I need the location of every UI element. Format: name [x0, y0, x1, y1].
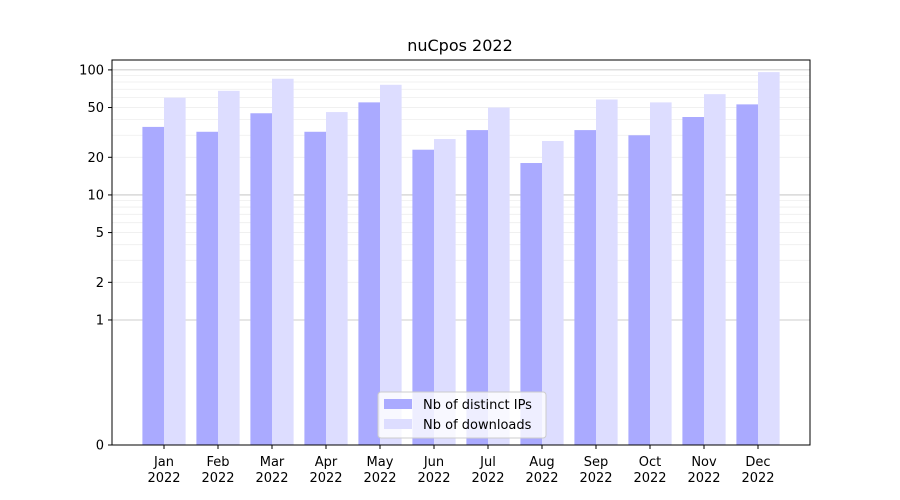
bar — [164, 97, 186, 445]
legend-box — [377, 391, 547, 439]
x-tick-label: Aug 2022 — [525, 455, 558, 486]
x-tick-label-line: Jan — [153, 455, 174, 470]
x-tick-label: Sep 2022 — [579, 455, 612, 486]
x-tick-label-line: Jun — [423, 455, 444, 470]
bar — [304, 131, 326, 445]
y-tick-label: 2 — [96, 276, 104, 291]
bar — [142, 126, 164, 446]
x-tick-label: Mar 2022 — [255, 455, 288, 486]
x-tick-label: Oct 2022 — [633, 455, 666, 486]
bar — [434, 139, 456, 445]
x-tick-label-line: 2022 — [471, 471, 504, 486]
bar — [358, 102, 380, 445]
y-tick-label: 0 — [96, 439, 104, 454]
y-tick-label: 10 — [87, 188, 104, 203]
bar — [196, 131, 218, 445]
bar — [412, 149, 434, 446]
x-tick-label-line: Apr — [315, 455, 338, 470]
y-tick-label: 1 — [96, 313, 104, 328]
x-tick-label: May 2022 — [363, 455, 396, 486]
bar — [758, 72, 780, 445]
bar — [650, 102, 672, 445]
x-tick-label-line: May — [367, 455, 394, 470]
x-tick-label-line: 2022 — [633, 471, 666, 486]
x-tick-label: Dec 2022 — [741, 455, 774, 486]
bar — [596, 99, 618, 446]
bar — [628, 135, 650, 445]
x-tick-label: Jun 2022 — [417, 455, 450, 486]
x-tick-label-line: 2022 — [309, 471, 342, 486]
x-tick-label: Apr 2022 — [309, 455, 342, 486]
bar — [218, 90, 240, 446]
x-tick-label: Jan 2022 — [147, 455, 180, 486]
legend-label: Nb of distinct IPs — [423, 398, 532, 413]
legend: Nb of distinct IPs Nb of downloads — [377, 391, 547, 439]
chart-title: nuCpos 2022 — [407, 36, 513, 55]
x-tick-label-line: Nov — [691, 455, 717, 470]
legend-swatch — [384, 399, 412, 409]
y-tick-label: 100 — [79, 63, 104, 78]
x-tick-label-line: 2022 — [255, 471, 288, 486]
bar — [682, 117, 704, 445]
bar — [520, 163, 542, 445]
x-tick-label: Jul 2022 — [471, 455, 504, 486]
x-tick-label-line: Dec — [745, 455, 770, 470]
bars — [142, 72, 780, 446]
y-axis: 0 1 2 5 10 20 50 100 — [79, 63, 112, 454]
bar — [574, 130, 596, 445]
x-tick-label-line: 2022 — [201, 471, 234, 486]
x-tick-label-line: Sep — [584, 455, 609, 470]
x-tick-label-line: 2022 — [525, 471, 558, 486]
bar — [326, 112, 348, 445]
x-tick-label-line: 2022 — [417, 471, 450, 486]
x-tick-label: Feb 2022 — [201, 455, 234, 486]
bar — [250, 113, 272, 445]
legend-swatch — [384, 419, 412, 429]
x-tick-label-line: 2022 — [579, 471, 612, 486]
bar — [736, 104, 758, 445]
plot-frame — [111, 59, 811, 446]
x-tick-label-line: 2022 — [687, 471, 720, 486]
x-tick-label-line: 2022 — [741, 471, 774, 486]
bar — [380, 84, 402, 445]
x-tick-label-line: Mar — [260, 455, 285, 470]
bar — [704, 94, 726, 446]
legend-label: Nb of downloads — [423, 418, 532, 433]
bar — [272, 78, 294, 445]
bar — [488, 107, 510, 446]
x-tick-label-line: Feb — [206, 455, 229, 470]
x-tick-label-line: Oct — [639, 455, 661, 470]
bar — [542, 140, 564, 445]
y-tick-label: 50 — [87, 101, 104, 116]
x-tick-label-line: Jul — [479, 455, 496, 470]
x-tick-label-line: 2022 — [363, 471, 396, 486]
bar — [466, 130, 488, 445]
x-tick-label-line: Aug — [529, 455, 554, 470]
y-tick-label: 20 — [87, 151, 104, 166]
x-tick-label: Nov 2022 — [687, 455, 720, 486]
x-tick-label-line: 2022 — [147, 471, 180, 486]
y-tick-label: 5 — [96, 226, 104, 241]
